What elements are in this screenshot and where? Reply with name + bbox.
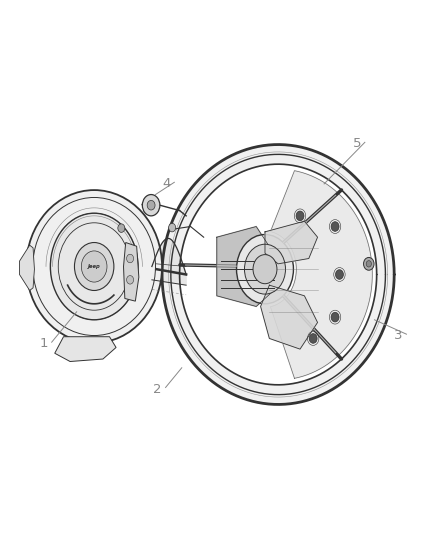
- Polygon shape: [217, 227, 274, 306]
- Polygon shape: [270, 171, 372, 378]
- Circle shape: [127, 276, 134, 284]
- Polygon shape: [142, 196, 152, 213]
- Circle shape: [331, 222, 339, 231]
- Circle shape: [364, 257, 374, 270]
- Text: 1: 1: [39, 337, 48, 350]
- Circle shape: [366, 261, 371, 267]
- Circle shape: [237, 235, 293, 304]
- Circle shape: [142, 195, 160, 216]
- Polygon shape: [265, 221, 318, 264]
- Text: 4: 4: [162, 177, 171, 190]
- Circle shape: [74, 243, 114, 290]
- Ellipse shape: [26, 190, 162, 343]
- Circle shape: [147, 200, 155, 210]
- Circle shape: [244, 244, 286, 294]
- Circle shape: [309, 334, 317, 343]
- Polygon shape: [152, 238, 186, 285]
- Circle shape: [253, 255, 277, 284]
- Circle shape: [296, 211, 304, 221]
- Text: 5: 5: [353, 138, 361, 150]
- Circle shape: [169, 223, 176, 232]
- Text: Jeep: Jeep: [88, 264, 101, 269]
- Circle shape: [331, 312, 339, 322]
- Circle shape: [118, 224, 125, 232]
- Circle shape: [81, 251, 107, 282]
- Polygon shape: [162, 144, 394, 405]
- Polygon shape: [55, 337, 116, 361]
- Polygon shape: [124, 243, 139, 301]
- Circle shape: [127, 254, 134, 263]
- Text: 2: 2: [153, 383, 162, 395]
- Polygon shape: [261, 285, 318, 349]
- Polygon shape: [19, 245, 35, 290]
- Text: 3: 3: [394, 329, 403, 342]
- Circle shape: [336, 270, 343, 279]
- Circle shape: [50, 213, 138, 320]
